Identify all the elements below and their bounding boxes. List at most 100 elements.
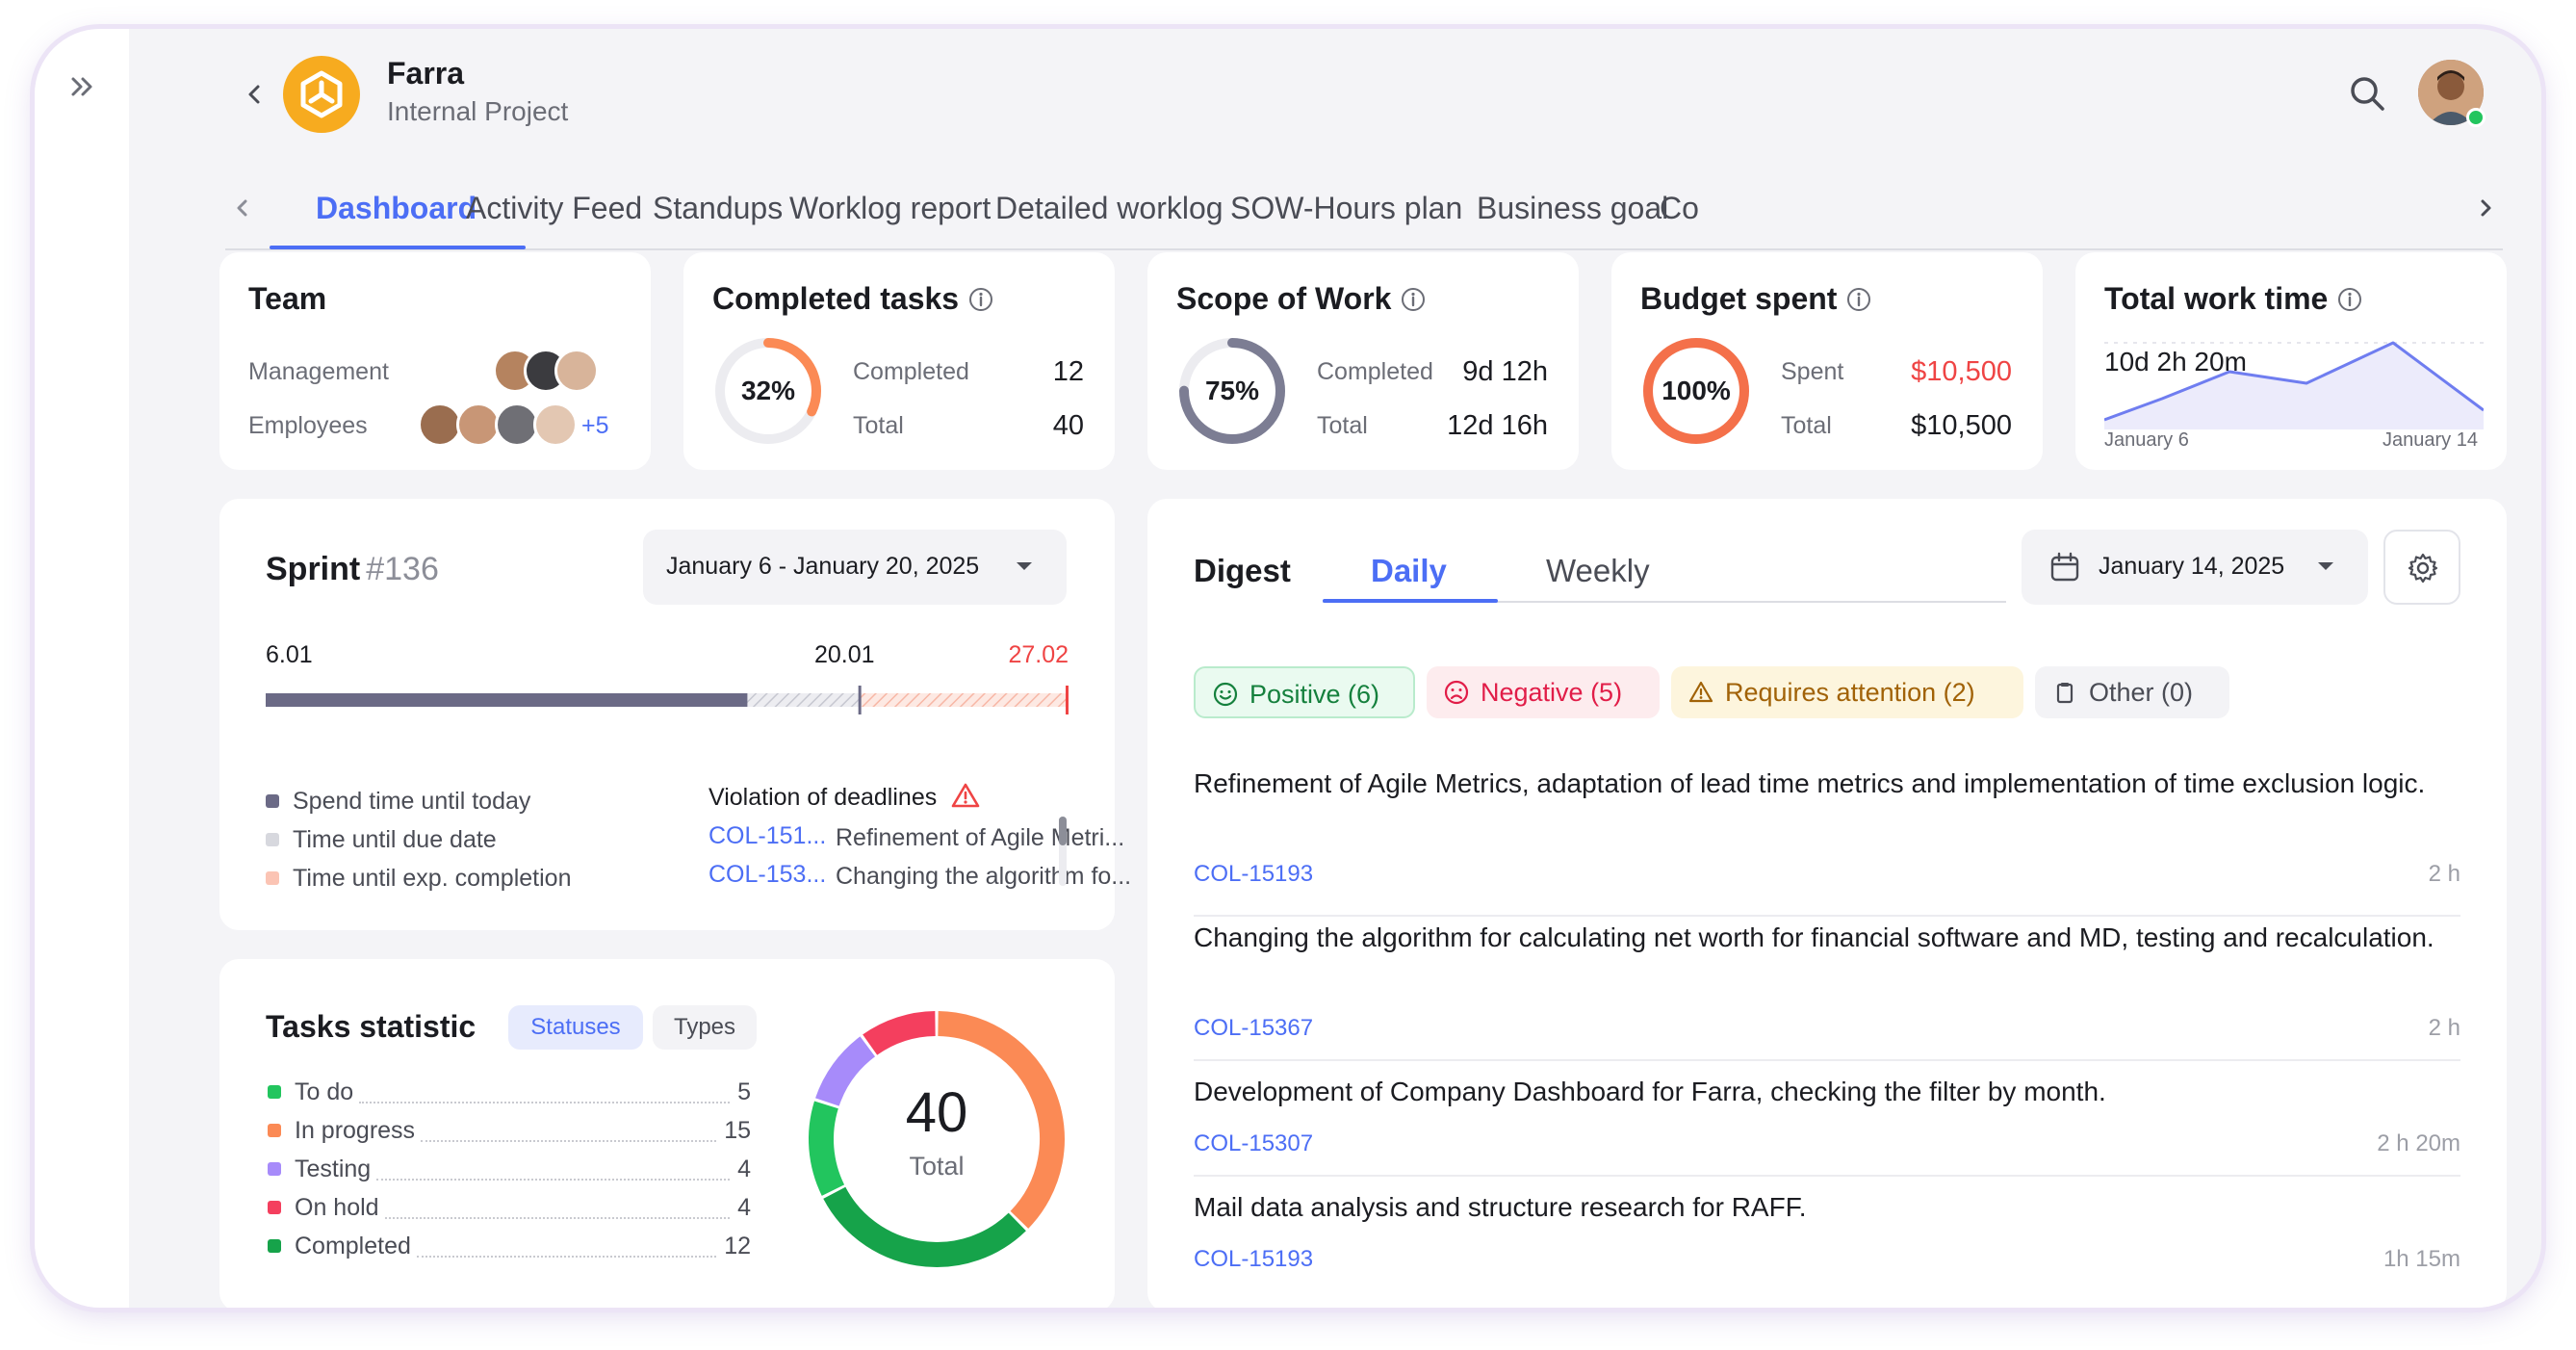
digest-active-tab-indicator <box>1323 599 1498 603</box>
tab-overflow[interactable]: Co <box>1660 191 1699 225</box>
budget-ring <box>1643 338 1749 444</box>
status-color-swatch <box>268 1124 281 1137</box>
violation-issue-id[interactable]: COL-151... <box>708 822 827 849</box>
task-status-row: In progress 15 <box>268 1117 751 1152</box>
frown-icon <box>1444 680 1469 705</box>
tab-worklog-report[interactable]: Worklog report <box>789 191 992 225</box>
digest-item-text: Refinement of Agile Metrics, adaptation … <box>1194 768 2426 798</box>
tab-weekly[interactable]: Weekly <box>1546 553 1650 588</box>
tab-dashboard[interactable]: Dashboard <box>316 191 477 225</box>
sprint-title: Sprint #136 <box>266 551 439 587</box>
filter-negative[interactable]: Negative (5) <box>1427 666 1660 718</box>
active-tab-indicator <box>270 246 526 249</box>
divider <box>1194 915 2460 917</box>
divider <box>1194 1059 2460 1061</box>
donut-segment-on-hold[interactable] <box>863 1011 937 1055</box>
violations-scrollbar[interactable] <box>1059 817 1067 886</box>
main-content: Farra Internal Project Dashboard Activit… <box>129 29 2541 1308</box>
total-value: 40 <box>1052 410 1084 441</box>
digest-item-text: Changing the algorithm for calculating n… <box>1194 922 2434 952</box>
donut-segment-in-progress[interactable] <box>938 1011 1065 1229</box>
digest-date-picker[interactable]: January 14, 2025 <box>2022 530 2368 605</box>
spent-label: Spent <box>1781 358 1844 385</box>
task-status-label: Testing <box>295 1155 372 1182</box>
sprint-card: Sprint #136 January 6 - January 20, 2025 … <box>219 499 1131 930</box>
filter-other[interactable]: Other (0) <box>2035 666 2229 718</box>
digest-item[interactable]: Refinement of Agile Metrics, adaptation … <box>1194 765 2460 887</box>
tab-detailed-worklog[interactable]: Detailed worklog <box>995 191 1224 225</box>
digest-item-id[interactable]: COL-15307 <box>1194 1130 1314 1156</box>
tasks-donut-chart <box>809 1011 1065 1267</box>
sprint-date-dropdown[interactable]: January 6 - January 20, 2025 <box>643 530 1067 605</box>
info-icon[interactable] <box>1846 287 1871 312</box>
avatar[interactable] <box>554 349 599 393</box>
info-icon[interactable] <box>1401 287 1426 312</box>
expand-sidebar-icon[interactable] <box>64 67 102 106</box>
warning-icon <box>1688 681 1713 703</box>
digest-settings-button[interactable] <box>2383 530 2460 605</box>
expected-completion-marker <box>1066 686 1069 714</box>
tab-daily[interactable]: Daily <box>1371 553 1447 588</box>
scope-completed-value: 9d 12h <box>1462 356 1548 387</box>
info-icon[interactable] <box>2337 287 2362 312</box>
work-time-value: 10d 2h 20m <box>2104 347 2247 376</box>
app-window: Farra Internal Project Dashboard Activit… <box>35 29 2541 1308</box>
task-status-count: 4 <box>737 1194 751 1221</box>
tabs-scroll-left-icon[interactable] <box>225 191 260 225</box>
digest-title: Digest <box>1194 553 1291 588</box>
digest-item[interactable]: Mail data analysis and structure researc… <box>1194 1188 2460 1272</box>
divider <box>1194 1175 2460 1177</box>
project-name: Farra <box>387 56 465 91</box>
extra-members-count[interactable]: +5 <box>581 412 609 439</box>
digest-item-id[interactable]: COL-15193 <box>1194 861 1314 887</box>
filter-requires-attention[interactable]: Requires attention (2) <box>1671 666 2023 718</box>
scope-total-value: 12d 16h <box>1447 410 1548 441</box>
task-status-label: On hold <box>295 1194 379 1221</box>
violations-title: Violation of deadlines <box>708 782 980 812</box>
tab-standups[interactable]: Standups <box>653 191 784 225</box>
budget-total-value: $10,500 <box>1911 410 2012 441</box>
status-color-swatch <box>268 1239 281 1253</box>
work-time-end-label: January 14 <box>2383 429 2478 451</box>
scope-total-label: Total <box>1317 412 1368 439</box>
clipboard-icon <box>2056 683 2074 704</box>
avatar[interactable] <box>533 402 578 447</box>
sprint-date-range: January 6 - January 20, 2025 <box>666 553 980 580</box>
search-icon[interactable] <box>2341 67 2395 121</box>
tab-types[interactable]: Types <box>653 1005 757 1050</box>
task-status-count: 4 <box>737 1155 751 1182</box>
donut-segment-completed[interactable] <box>823 1186 1026 1267</box>
project-subtitle: Internal Project <box>387 96 569 126</box>
donut-segment-to-do[interactable] <box>809 1101 845 1196</box>
leader-dots <box>385 1217 730 1219</box>
task-status-row: To do 5 <box>268 1078 751 1113</box>
completed-tasks-ring <box>715 338 821 444</box>
digest-item-id[interactable]: COL-15367 <box>1194 1015 1314 1041</box>
task-status-row: On hold 4 <box>268 1194 751 1229</box>
smile-icon <box>1213 682 1238 707</box>
sprint-timeline <box>266 686 1069 714</box>
digest-item-duration: 2 h <box>2428 1015 2460 1041</box>
scope-ring <box>1179 338 1285 444</box>
violation-issue-id[interactable]: COL-153... <box>708 861 827 888</box>
scope-completed-label: Completed <box>1317 358 1433 385</box>
back-chevron-icon[interactable] <box>235 75 273 114</box>
tab-statuses[interactable]: Statuses <box>508 1005 643 1050</box>
info-icon[interactable] <box>968 287 993 312</box>
scrollbar-thumb[interactable] <box>1059 817 1067 845</box>
work-time-sparkline <box>2104 341 2484 429</box>
tabs-scroll-right-icon[interactable] <box>2468 191 2503 225</box>
tab-activity-feed[interactable]: Activity Feed <box>466 191 643 225</box>
tasks-total-label: Total <box>909 1152 965 1181</box>
filter-positive[interactable]: Positive (6) <box>1194 666 1415 718</box>
team-card: Team Management Employees +5 <box>219 252 651 470</box>
tab-business-goal[interactable]: Business goal <box>1477 191 1669 225</box>
task-status-label: In progress <box>295 1117 416 1144</box>
completed-label: Completed <box>853 358 969 385</box>
digest-item-id[interactable]: COL-15193 <box>1194 1246 1314 1272</box>
violation-issue-text: Changing the algorithm fo... <box>836 863 1132 890</box>
digest-item[interactable]: Development of Company Dashboard for Far… <box>1194 1073 2460 1156</box>
digest-item[interactable]: Changing the algorithm for calculating n… <box>1194 919 2460 1041</box>
donut-segment-testing[interactable] <box>815 1036 876 1107</box>
tab-sow-hours-plan[interactable]: SOW-Hours plan <box>1230 191 1463 225</box>
